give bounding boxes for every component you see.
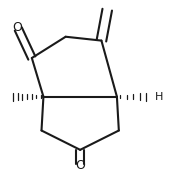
- Text: O: O: [12, 21, 22, 34]
- Text: O: O: [75, 159, 85, 172]
- Text: H: H: [155, 92, 163, 102]
